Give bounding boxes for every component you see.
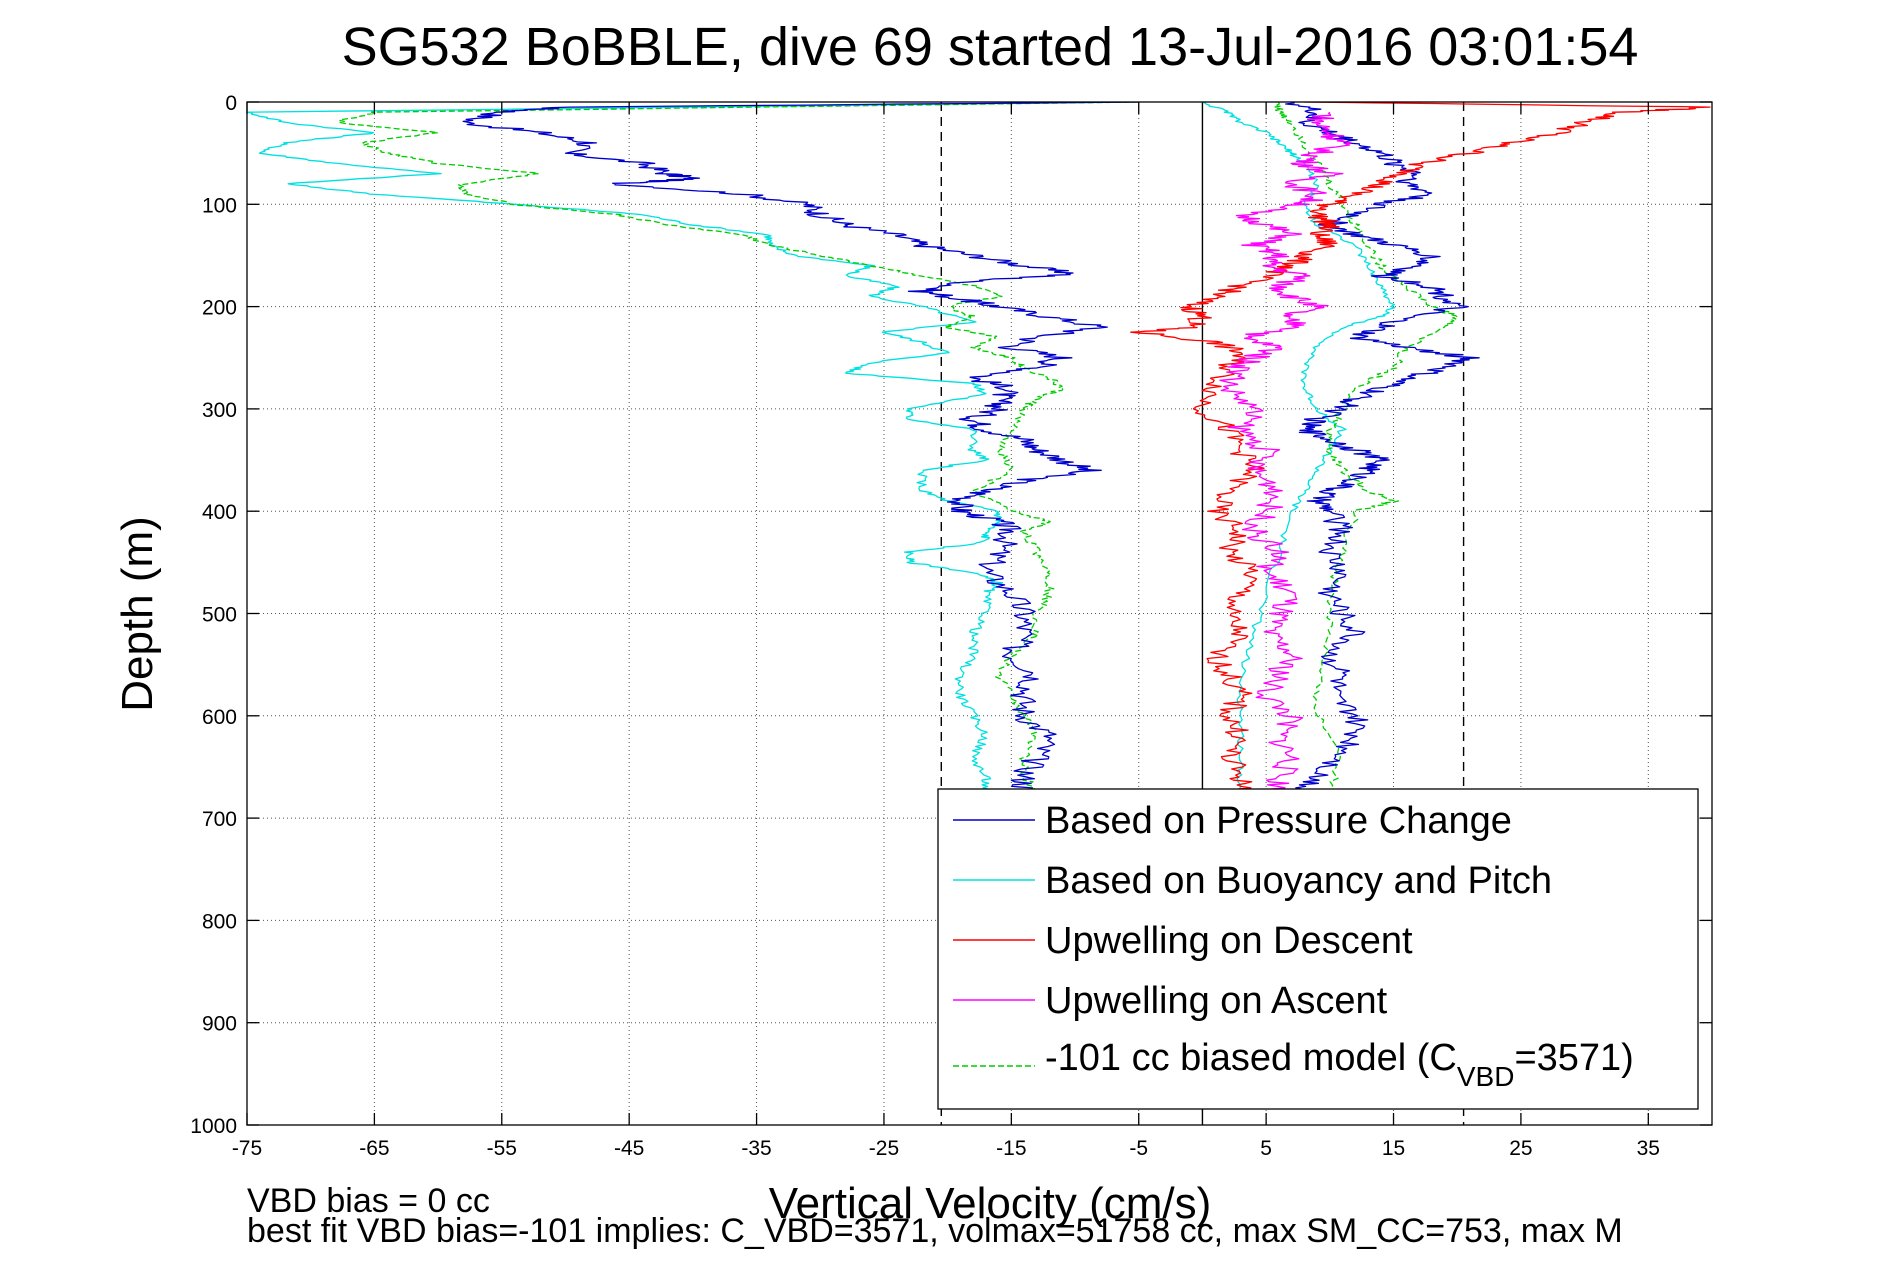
legend: Based on Pressure Change Based on Buoyan… <box>937 788 1699 1110</box>
x-tick-label: 15 <box>1382 1137 1405 1160</box>
y-tick-label: 300 <box>202 399 237 422</box>
y-tick-label: 700 <box>202 808 237 831</box>
y-tick-label: 800 <box>202 910 237 933</box>
legend-label-buoyancy-pitch: Based on Buoyancy and Pitch <box>1045 860 1552 902</box>
legend-label-biased-model-sub: VBD <box>1457 1061 1515 1092</box>
y-tick-label: 200 <box>202 297 237 320</box>
series-pressure-change-descent <box>462 102 1139 794</box>
y-tick-label: 500 <box>202 604 237 627</box>
x-tick-label: -25 <box>869 1137 899 1160</box>
x-tick-label: 35 <box>1637 1137 1660 1160</box>
legend-label-biased-model: -101 cc biased model (CVBD=3571) <box>1045 1037 1634 1092</box>
x-axis-label: Vertical Velocity (cm/s) <box>769 1179 1212 1228</box>
y-tick-label: 600 <box>202 706 237 729</box>
series-buoyancy-pitch-ascent <box>1202 102 1396 793</box>
series-layer <box>247 102 1711 794</box>
x-tick-label: 25 <box>1509 1137 1532 1160</box>
y-tick-label: 400 <box>202 501 237 524</box>
x-tick-label: -55 <box>487 1137 517 1160</box>
y-tick-label: 0 <box>225 92 237 115</box>
x-axis-ticks: -75 -65 -55 -45 -35 -25 -15 -5 5 15 25 35 <box>232 102 1660 1160</box>
legend-box <box>937 788 1699 1110</box>
x-tick-label: -5 <box>1129 1137 1148 1160</box>
series-biased-model-ascent <box>1273 102 1459 793</box>
legend-label-biased-model-tail: =3571) <box>1514 1037 1633 1079</box>
legend-label-pressure-change: Based on Pressure Change <box>1045 800 1512 842</box>
series-biased-model-descent <box>338 102 1139 794</box>
series-upwelling-ascent <box>1219 111 1352 794</box>
x-tick-label: -15 <box>996 1137 1026 1160</box>
legend-label-upwelling-ascent: Upwelling on Ascent <box>1045 980 1388 1022</box>
x-tick-label: -35 <box>741 1137 771 1160</box>
y-axis-ticks: 0 100 200 300 400 500 600 700 800 900 1000 <box>190 92 1712 1138</box>
legend-label-upwelling-descent: Upwelling on Descent <box>1045 920 1413 962</box>
x-tick-label: -45 <box>614 1137 644 1160</box>
x-tick-label: 5 <box>1260 1137 1272 1160</box>
legend-label-biased-model-main: -101 cc biased model (C <box>1045 1037 1457 1079</box>
series-buoyancy-pitch-descent <box>247 102 1139 794</box>
y-axis-label: Depth (m) <box>113 516 162 712</box>
x-tick-label: -75 <box>232 1137 262 1160</box>
x-tick-label: -65 <box>359 1137 389 1160</box>
y-tick-label: 100 <box>202 194 237 217</box>
y-tick-label: 1000 <box>190 1115 237 1138</box>
vbd-bias-note: VBD bias = 0 cc <box>247 1182 490 1220</box>
series-pressure-change-ascent <box>1285 102 1480 794</box>
y-tick-label: 900 <box>202 1013 237 1036</box>
chart-title: SG532 BoBBLE, dive 69 started 13-Jul-201… <box>342 17 1639 77</box>
series-upwelling-descent <box>1130 102 1711 794</box>
best-fit-note: best fit VBD bias=-101 implies: C_VBD=35… <box>247 1212 1623 1250</box>
